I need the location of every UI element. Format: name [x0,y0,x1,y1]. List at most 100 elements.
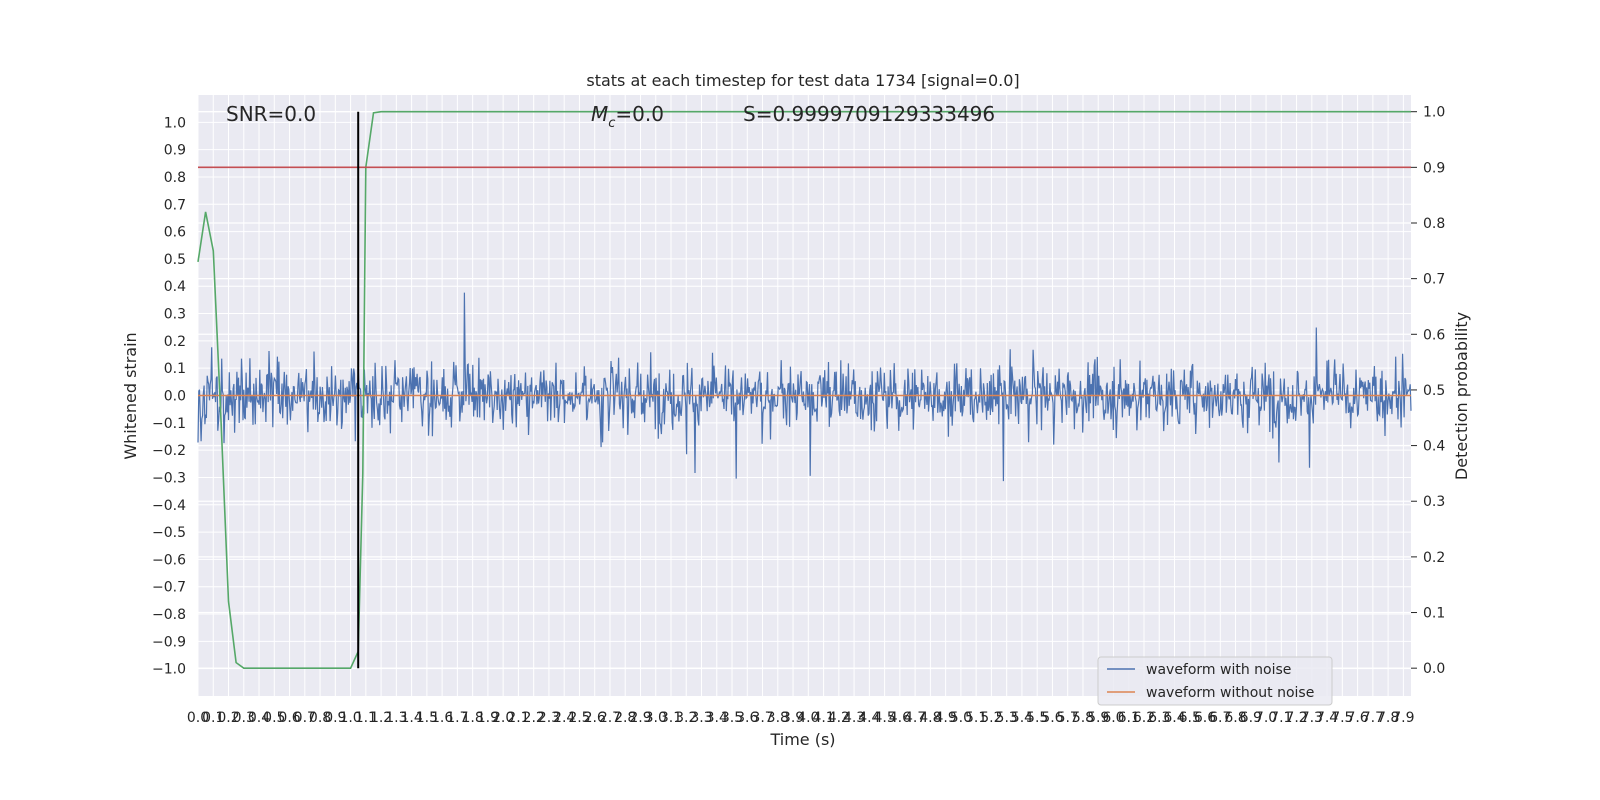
x-tick-label: 0.5 [263,710,285,726]
mc-symbol: M [591,102,608,126]
x-tick-label: 2.4 [553,710,575,726]
y2-tick-label: 0.2 [1423,550,1445,566]
score-annotation: S=0.9999709129333496 [743,102,995,126]
x-tick-label: 4.4 [858,710,880,726]
x-tick-label: 5.4 [1011,710,1033,726]
x-tick-label: 7.8 [1377,710,1399,726]
x-tick-label: 4.9 [935,710,957,726]
y2-tick-label: 0.3 [1423,494,1445,510]
y-tick-label: −0.1 [152,416,186,432]
x-tick-label: 7.1 [1270,710,1292,726]
y2-tick-label: 0.4 [1423,439,1445,455]
x-tick-label: 5.6 [1041,710,1063,726]
y2-tick-label: 0.5 [1423,383,1445,399]
chirp-mass-annotation: Mc=0.0 [591,102,664,131]
x-tick-label: 6.1 [1118,710,1140,726]
x-tick-label: 0.1 [202,710,224,726]
x-tick-label: 4.2 [828,710,850,726]
x-tick-label: 6.4 [1163,710,1185,726]
x-tick-label: 4.5 [873,710,895,726]
y-tick-label: 0.5 [164,252,186,268]
y-tick-label: 0.2 [164,334,186,350]
y-tick-label: −0.2 [152,443,186,459]
x-tick-label: 4.1 [812,710,834,726]
x-tick-label: 5.5 [1026,710,1048,726]
x-tick-label: 4.8 [919,710,941,726]
x-tick-label: 1.8 [462,710,484,726]
y-tick-label: −0.7 [152,580,186,596]
x-tick-label: 7.6 [1346,710,1368,726]
x-tick-label: 0.8 [309,710,331,726]
x-tick-label: 5.9 [1087,710,1109,726]
y-tick-label: 0.7 [164,197,186,213]
x-tick-label: 5.0 [950,710,972,726]
x-tick-label: 5.8 [1072,710,1094,726]
x-tick-label: 6.5 [1179,710,1201,726]
x-tick-label: 6.9 [1240,710,1262,726]
x-tick-label: 3.0 [645,710,667,726]
x-tick-label: 2.7 [599,710,621,726]
snr-annotation: SNR=0.0 [226,102,316,126]
y-tick-label: 0.9 [164,143,186,159]
x-tick-label: 2.3 [538,710,560,726]
x-tick-label: 0.6 [278,710,300,726]
y2-tick-label: 0.0 [1423,661,1445,677]
legend-label-clean: waveform without noise [1146,685,1314,701]
y2-tick-label: 0.9 [1423,160,1445,176]
legend: waveform with noise waveform without noi… [1097,656,1333,706]
x-tick-label: 1.0 [339,710,361,726]
x-tick-label: 7.9 [1392,710,1414,726]
x-tick-label: 2.5 [568,710,590,726]
x-tick-label: 4.6 [889,710,911,726]
x-tick-label: 5.3 [996,710,1018,726]
x-tick-label: 6.0 [1102,710,1124,726]
y2-tick-label: 0.8 [1423,216,1445,232]
y-axis-label: Whitened strain [121,332,140,459]
x-tick-label: 1.9 [477,710,499,726]
x-tick-label: 2.1 [507,710,529,726]
x-tick-label: 0.9 [324,710,346,726]
x-tick-label: 7.5 [1331,710,1353,726]
x-tick-label: 6.3 [1148,710,1170,726]
x-tick-label: 5.7 [1057,710,1079,726]
x-tick-label: 0.2 [217,710,239,726]
x-tick-label: 3.1 [660,710,682,726]
y-tick-label: 0.4 [164,279,186,295]
x-tick-label: 1.7 [446,710,468,726]
y2-tick-label: 1.0 [1423,105,1445,121]
legend-label-noise: waveform with noise [1146,662,1291,678]
x-tick-label: 2.6 [584,710,606,726]
y-tick-labels: 1.0 0.9 0.8 0.7 0.6 0.5 0.4 0.3 0.2 0.1 0.0 −0.1 −0.… [152,115,186,677]
x-tick-label: 0.0 [187,710,209,726]
y-tick-label: −0.9 [152,634,186,650]
x-tick-label: 1.6 [431,710,453,726]
x-tick-label: 0.7 [294,710,316,726]
x-tick-label: 3.7 [751,710,773,726]
y-tick-label: −0.3 [152,470,186,486]
y-tick-label: −0.4 [152,498,186,514]
x-tick-label: 2.8 [614,710,636,726]
x-tick-label: 3.4 [706,710,728,726]
x-tick-label: 3.3 [690,710,712,726]
x-tick-label: 4.3 [843,710,865,726]
mc-value: =0.0 [615,102,664,126]
y2-tick-labels: 1.0 0.9 0.8 0.7 0.6 0.5 0.4 0.3 0.2 0.1 0.0 [1411,105,1445,677]
x-tick-label: 0.4 [248,710,270,726]
x-tick-label: 6.8 [1224,710,1246,726]
x-tick-label: 2.0 [492,710,514,726]
x-tick-label: 7.7 [1362,710,1384,726]
x-tick-label: 3.5 [721,710,743,726]
y2-axis-label: Detection probability [1452,312,1471,480]
x-tick-label: 3.2 [675,710,697,726]
y2-tick-label: 0.7 [1423,272,1445,288]
x-tick-labels: 0.00.10.20.30.40.50.60.70.80.91.01.11.21… [187,710,1415,726]
x-tick-label: 3.9 [782,710,804,726]
x-tick-label: 1.2 [370,710,392,726]
legend-box [1097,656,1333,706]
x-tick-label: 0.3 [233,710,255,726]
x-tick-label: 4.7 [904,710,926,726]
x-tick-label: 6.7 [1209,710,1231,726]
y-tick-label: 1.0 [164,115,186,131]
x-axis-label: Time (s) [769,730,835,749]
